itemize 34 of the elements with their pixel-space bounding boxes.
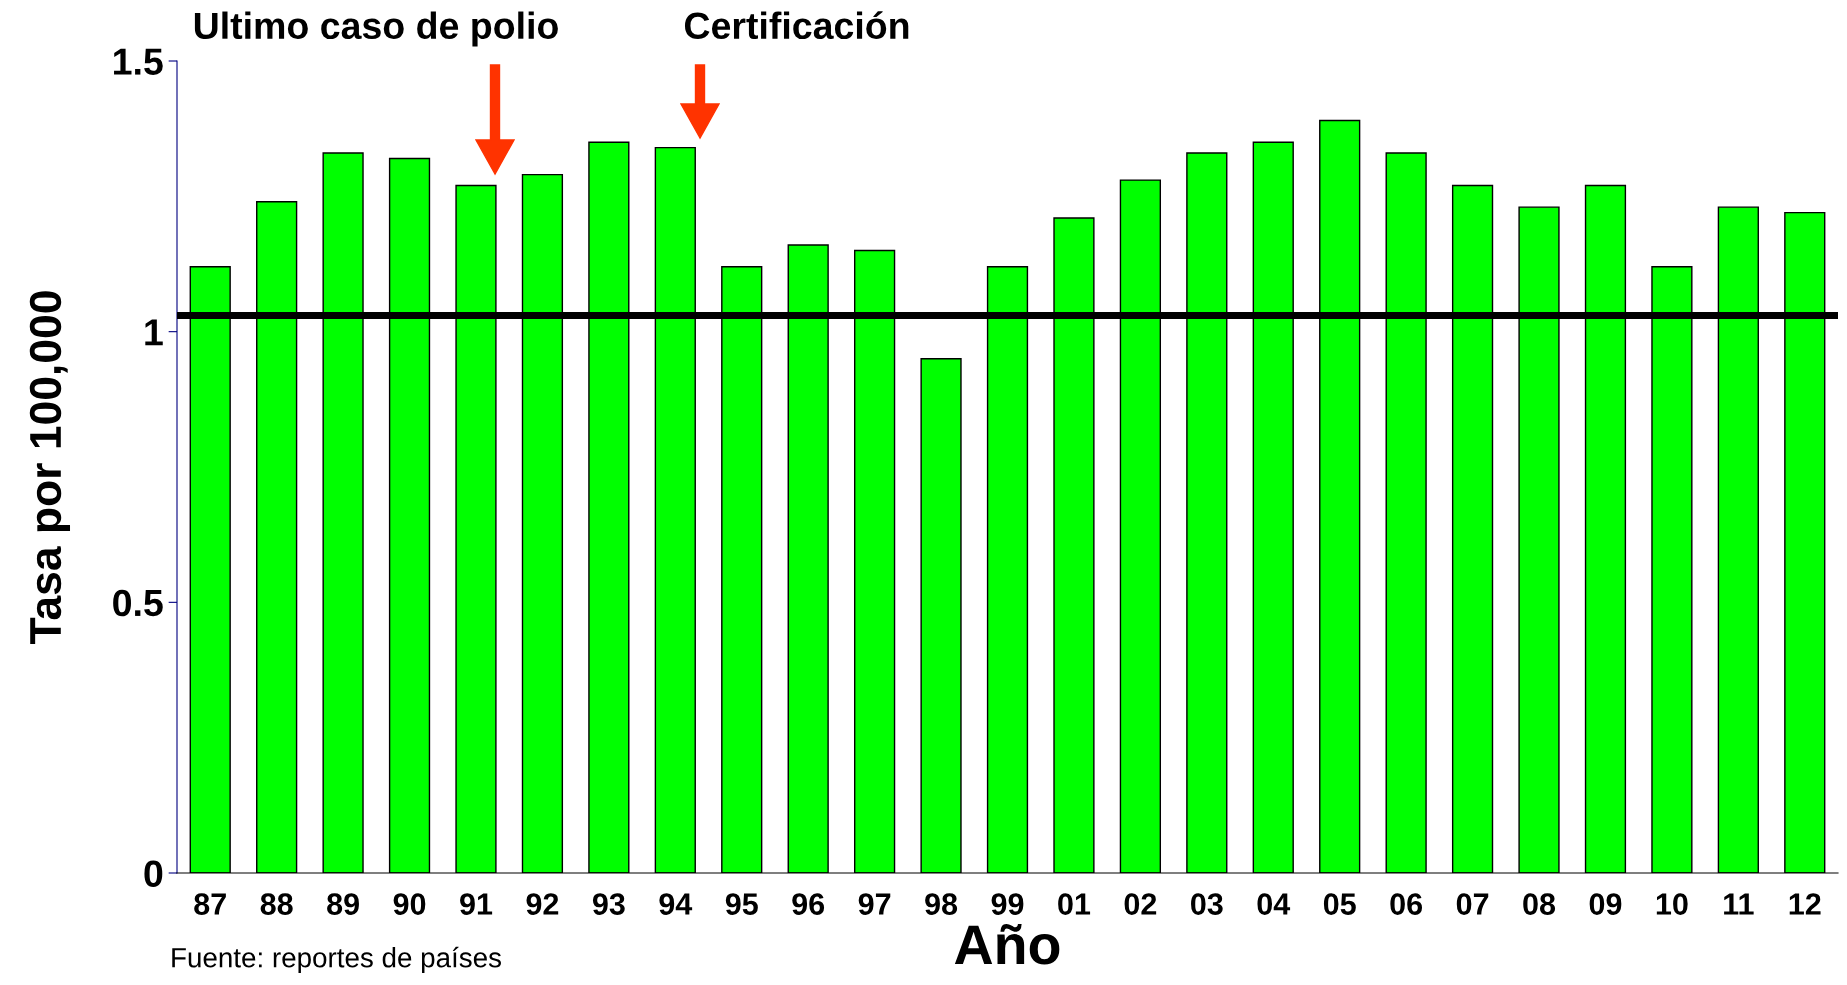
x-tick-label: 97 <box>858 893 891 915</box>
y-tick-label: 1.5 <box>114 48 163 75</box>
x-tick-label: 92 <box>526 893 559 915</box>
source-note: Fuente: reportes de países <box>172 946 501 973</box>
x-tick-label: 89 <box>327 893 359 915</box>
x-tick-label: 08 <box>1523 893 1556 915</box>
x-tick-label: 93 <box>592 893 625 915</box>
x-tick-label: 96 <box>792 893 825 915</box>
x-tick-label: 12 <box>1789 893 1821 915</box>
x-tick-label: 87 <box>194 893 226 915</box>
y-axis-title: Tasa por 100,000 <box>29 291 71 644</box>
x-tick-label: 06 <box>1390 893 1423 915</box>
x-tick-label: 04 <box>1257 893 1291 915</box>
x-tick-label: 91 <box>460 893 493 915</box>
x-axis-title: Año <box>954 923 1060 965</box>
x-tick-label: 88 <box>260 893 293 915</box>
text: Ultimo caso de polio <box>194 11 558 47</box>
x-tick-label: 11 <box>1724 893 1754 915</box>
x-tick-label: 03 <box>1191 893 1223 915</box>
x-tick-label: 07 <box>1456 893 1489 915</box>
y-tick-label: 0 <box>144 860 163 887</box>
x-tick-label: 99 <box>991 893 1024 915</box>
x-tick-label: 90 <box>393 893 426 915</box>
y-tick-label: 0.5 <box>113 589 163 617</box>
y-tick-label: 1 <box>145 319 163 346</box>
x-tick-label: 02 <box>1124 893 1157 915</box>
x-tick-label: 98 <box>925 893 958 915</box>
x-tick-label: 95 <box>725 893 758 915</box>
text: Certificación <box>684 11 909 40</box>
x-tick-label: 05 <box>1323 893 1356 915</box>
x-tick-label: 01 <box>1058 893 1091 915</box>
x-tick-label: 94 <box>659 893 693 915</box>
x-tick-label: 09 <box>1589 893 1622 915</box>
x-tick-label: 10 <box>1656 893 1688 915</box>
